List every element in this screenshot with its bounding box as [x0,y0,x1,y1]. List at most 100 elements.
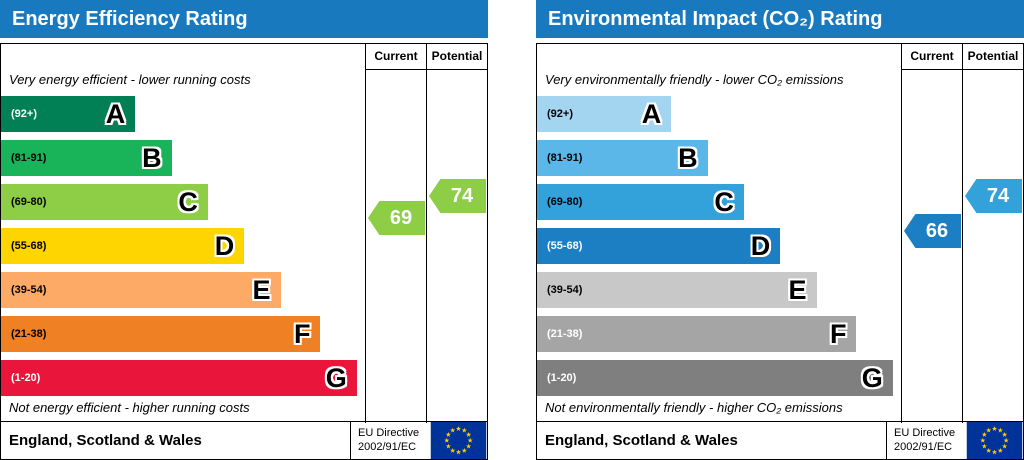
band-letter: D [214,231,235,261]
band-letter: C [714,187,734,217]
band-range-label: (55-68) [11,240,47,252]
band-range-label: (21-38) [11,328,47,340]
band-row-g: (1-20) G [537,360,900,396]
band-range-label: (1-20) [11,372,41,384]
band-bar-a: (92+) A [537,96,672,132]
co2-bands: (92+) A (81-91) B (69-80) C (55-68) D (39-54) E (2… [537,96,900,396]
band-range-label: (81-91) [11,152,47,164]
chart-footer: England, Scotland & Wales EU Directive 2… [1,421,487,459]
band-row-b: (81-91) B [1,140,364,176]
current-rating-value: 69 [389,206,413,229]
band-letter: B [142,143,162,173]
band-row-f: (21-38) F [1,316,364,352]
band-letter: A [641,99,662,129]
potential-rating-arrow: 74 [965,179,1022,213]
band-row-g: (1-20) G [1,360,364,396]
current-rating-value: 66 [925,219,949,242]
band-row-f: (21-38) F [537,316,900,352]
potential-column: Potential 74 [426,44,487,423]
top-note: Very environmentally friendly - lower CO… [545,72,844,87]
band-row-a: (92+) A [1,96,364,132]
potential-rating-value: 74 [450,184,474,207]
band-range-label: (69-80) [547,196,583,208]
energy-efficiency-title: Energy Efficiency Rating [0,0,488,38]
environmental-impact-chart: Very environmentally friendly - lower CO… [536,43,1024,460]
current-column-header: Current [902,44,962,70]
band-row-e: (39-54) E [1,272,364,308]
band-bar-e: (39-54) E [537,272,817,308]
potential-rating-value: 74 [986,184,1010,207]
eu-directive-label: EU Directive 2002/91/EC [350,422,430,459]
current-rating-arrow: 66 [904,214,961,248]
band-row-d: (55-68) D [1,228,364,264]
bottom-note: Not energy efficient - higher running co… [9,400,250,415]
band-row-e: (39-54) E [537,272,900,308]
band-bar-b: (81-91) B [537,140,708,176]
band-letter: E [252,275,271,305]
band-bar-d: (55-68) D [537,228,781,264]
band-letter: G [861,363,883,393]
eu-flag-icon [966,422,1023,459]
band-bar-c: (69-80) C [537,184,744,220]
current-column: Current 66 [901,44,962,423]
potential-rating-arrow: 74 [429,179,486,213]
band-letter: D [750,231,771,261]
band-row-a: (92+) A [537,96,900,132]
band-letter: E [788,275,807,305]
band-letter: F [293,319,311,349]
band-row-d: (55-68) D [537,228,900,264]
band-bar-c: (69-80) C [1,184,208,220]
band-letter: F [829,319,847,349]
chart-footer: England, Scotland & Wales EU Directive 2… [537,421,1023,459]
band-range-label: (55-68) [547,240,583,252]
band-range-label: (39-54) [547,284,583,296]
band-row-c: (69-80) C [537,184,900,220]
rating-columns: Current 69 Potential 74 [365,44,487,423]
energy-efficiency-chart: Very energy efficient - lower running co… [0,43,488,460]
band-row-c: (69-80) C [1,184,364,220]
rating-columns: Current 66 Potential 74 [901,44,1023,423]
band-letter: C [178,187,198,217]
potential-column-header: Potential [963,44,1023,70]
band-range-label: (92+) [547,108,573,120]
eu-directive-line2: 2002/91/EC [358,440,417,453]
energy-bands-area: Very energy efficient - lower running co… [1,44,364,421]
co2-bands-area: Very environmentally friendly - lower CO… [537,44,900,421]
current-column-header: Current [366,44,426,70]
band-range-label: (21-38) [547,328,583,340]
band-bar-g: (1-20) G [1,360,357,396]
eu-directive-label: EU Directive 2002/91/EC [886,422,966,459]
bottom-note: Not environmentally friendly - higher CO… [545,400,843,415]
band-letter: A [105,99,126,129]
potential-column-header: Potential [427,44,487,70]
band-bar-a: (92+) A [1,96,136,132]
current-column: Current 69 [365,44,426,423]
region-label: England, Scotland & Wales [9,432,202,449]
potential-column: Potential 74 [962,44,1023,423]
band-range-label: (39-54) [11,284,47,296]
band-range-label: (92+) [11,108,37,120]
current-rating-arrow: 69 [368,201,425,235]
band-bar-g: (1-20) G [537,360,893,396]
environmental-impact-title: Environmental Impact (CO₂) Rating [536,0,1024,38]
band-bar-e: (39-54) E [1,272,281,308]
band-bar-b: (81-91) B [1,140,172,176]
eu-flag-icon [430,422,487,459]
band-bar-f: (21-38) F [537,316,857,352]
eu-directive-line1: EU Directive [894,426,956,439]
environmental-impact-panel: Environmental Impact (CO₂) Rating Very e… [536,0,1024,460]
eu-directive-line1: EU Directive [358,426,420,439]
band-row-b: (81-91) B [537,140,900,176]
top-note: Very energy efficient - lower running co… [9,72,251,87]
band-range-label: (69-80) [11,196,47,208]
band-letter: B [678,143,698,173]
energy-efficiency-panel: Energy Efficiency Rating Very energy eff… [0,0,488,460]
eu-directive-line2: 2002/91/EC [894,440,953,453]
region-label: England, Scotland & Wales [545,432,738,449]
band-bar-f: (21-38) F [1,316,321,352]
energy-bands: (92+) A (81-91) B (69-80) C (55-68) D (39-54) E (2… [1,96,364,396]
band-letter: G [325,363,347,393]
band-range-label: (81-91) [547,152,583,164]
band-range-label: (1-20) [547,372,577,384]
